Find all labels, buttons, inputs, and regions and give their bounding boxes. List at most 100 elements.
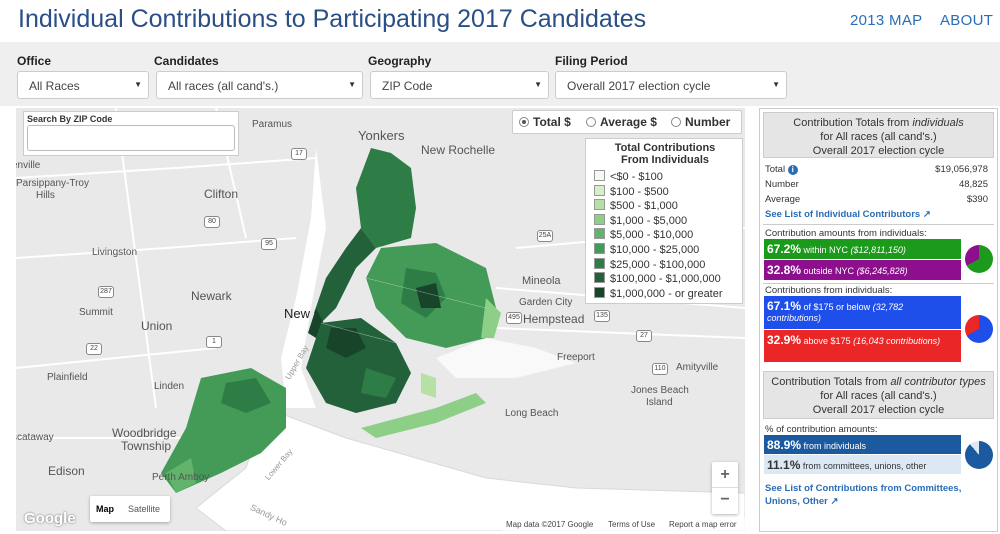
highway-shield: 1 bbox=[206, 336, 222, 348]
candidates-select[interactable]: All races (all cand's.) ▼ bbox=[156, 71, 363, 99]
legend-label: $500 - $1,000 bbox=[610, 200, 678, 213]
zoom-out-button[interactable]: − bbox=[720, 491, 730, 508]
geography-select[interactable]: ZIP Code ▼ bbox=[370, 71, 549, 99]
map-type-control: Map Satellite bbox=[90, 496, 170, 522]
map-attribution: Map data ©2017 Google Terms of Use Repor… bbox=[502, 518, 745, 531]
highway-shield: 17 bbox=[291, 148, 307, 160]
above-amount: (16,043 contributions) bbox=[853, 336, 941, 346]
legend-swatch bbox=[594, 228, 605, 240]
legend-swatch bbox=[594, 199, 605, 211]
radio-average[interactable]: Average $ bbox=[586, 115, 657, 129]
radio-number[interactable]: Number bbox=[671, 115, 730, 129]
average-label: Average bbox=[765, 194, 801, 205]
committees-link[interactable]: See List of Contributions from Committee… bbox=[765, 482, 990, 508]
legend-swatch bbox=[594, 243, 605, 254]
from-ind-text: from individuals bbox=[801, 441, 867, 451]
number-row: Number 48,825 bbox=[765, 179, 988, 192]
highway-shield: 95 bbox=[261, 238, 277, 250]
number-label: Number bbox=[765, 179, 799, 190]
highway-shield: 80 bbox=[204, 216, 220, 228]
legend-label: $5,000 - $10,000 bbox=[610, 229, 694, 242]
contributions-label: Contributions from individuals: bbox=[765, 285, 893, 296]
map-type-satellite-button[interactable]: Satellite bbox=[128, 504, 161, 514]
header: Individual Contributions to Participatin… bbox=[0, 0, 1000, 42]
above-text: above $175 bbox=[801, 336, 854, 346]
place-label: scataway bbox=[16, 432, 54, 443]
zip-search-box: Search By ZIP Code bbox=[23, 111, 239, 156]
report-error-link[interactable]: Report a map error bbox=[669, 520, 737, 529]
above-175-bar: 32.9% above $175 (16,043 contributions) bbox=[764, 330, 961, 362]
radio-selected-icon bbox=[519, 117, 529, 127]
place-label: Clifton bbox=[204, 187, 239, 201]
place-label: Summit bbox=[79, 307, 113, 318]
map-type-map-button[interactable]: Map bbox=[96, 504, 114, 514]
highway-shield: 22 bbox=[86, 343, 102, 355]
average-value: $390 bbox=[966, 194, 988, 205]
legend-item: $1,000 - $5,000 bbox=[594, 213, 688, 227]
legend-label: $1,000 - $5,000 bbox=[610, 214, 688, 227]
below-text: of $175 or below bbox=[801, 302, 873, 312]
legend-label: $100,000 - $1,000,000 bbox=[610, 273, 721, 286]
legend-label: $25,000 - $100,000 bbox=[610, 258, 706, 271]
place-label: Plainfield bbox=[47, 372, 88, 383]
individuals-header: Contribution Totals from individuals for… bbox=[763, 112, 994, 158]
header-line1: Contribution Totals from bbox=[771, 376, 891, 388]
place-label: Yonkers bbox=[358, 128, 405, 143]
terms-link[interactable]: Terms of Use bbox=[608, 520, 656, 529]
highway-shield: 25A bbox=[537, 230, 553, 242]
header-line3: Overall 2017 election cycle bbox=[812, 404, 945, 416]
office-select[interactable]: All Races ▼ bbox=[17, 71, 149, 99]
place-label: Perth Amboy bbox=[152, 472, 210, 483]
total-label: Total bbox=[765, 164, 786, 175]
place-label: Hills bbox=[36, 190, 55, 201]
zoom-control: + − bbox=[712, 462, 738, 514]
legend-item: $25,000 - $100,000 bbox=[594, 257, 706, 271]
highway-shield: 135 bbox=[594, 310, 610, 322]
external-link-icon: ↗ bbox=[830, 496, 839, 507]
all-types-header: Contribution Totals from all contributor… bbox=[763, 371, 994, 419]
stats-panel: Contribution Totals from individuals for… bbox=[759, 108, 998, 532]
chevron-down-icon: ▼ bbox=[348, 80, 356, 89]
number-value: 48,825 bbox=[958, 179, 988, 190]
size-pie-chart bbox=[965, 315, 993, 343]
zip-search-input[interactable] bbox=[27, 125, 235, 151]
zoom-in-button[interactable]: + bbox=[712, 462, 738, 488]
place-label: Township bbox=[121, 439, 172, 453]
place-label: Newark bbox=[191, 289, 232, 303]
average-row: Average $390 bbox=[765, 194, 988, 207]
place-label: Long Beach bbox=[505, 408, 559, 419]
legend-label: $1,000,000 - or greater bbox=[610, 287, 723, 300]
legend-swatch bbox=[594, 213, 605, 225]
legend-swatch bbox=[594, 286, 605, 298]
amounts-label: Contribution amounts from individuals: bbox=[765, 228, 927, 239]
individual-contributors-link-text: See List of Individual Contributors bbox=[765, 209, 921, 220]
info-icon[interactable]: i bbox=[787, 165, 798, 175]
above-pct: 32.9% bbox=[767, 333, 802, 347]
nav-about-link[interactable]: ABOUT bbox=[940, 12, 994, 29]
header-line1: Contribution Totals from bbox=[793, 117, 913, 129]
place-label: New bbox=[284, 306, 311, 321]
legend-swatch bbox=[594, 184, 605, 196]
from-com-pct: 11.1% bbox=[767, 458, 801, 472]
map-legend: Total Contributions From Individuals <$0… bbox=[585, 138, 743, 304]
legend-item: $100 - $500 bbox=[594, 184, 669, 198]
legend-swatch bbox=[594, 257, 605, 269]
place-label: Paramus bbox=[252, 119, 293, 130]
individual-contributors-link[interactable]: See List of Individual Contributors ↗ bbox=[765, 209, 931, 220]
nav-2013-map-link[interactable]: 2013 MAP bbox=[850, 12, 923, 29]
radio-total[interactable]: Total $ bbox=[519, 115, 571, 129]
legend-label: $100 - $500 bbox=[610, 185, 669, 198]
radio-average-label: Average $ bbox=[600, 115, 657, 129]
radio-icon bbox=[671, 117, 681, 127]
legend-label: <$0 - $100 bbox=[610, 171, 663, 183]
within-nyc-bar: 67.2% within NYC ($12,811,150) bbox=[764, 239, 961, 259]
period-select[interactable]: Overall 2017 election cycle ▼ bbox=[555, 71, 787, 99]
highway-shield: 495 bbox=[506, 312, 522, 324]
header-line1-em: individuals bbox=[912, 117, 964, 129]
outside-pct: 32.8% bbox=[767, 263, 802, 277]
source-pie-chart bbox=[965, 441, 993, 469]
header-line1-em: all contributor types bbox=[890, 376, 986, 388]
place-label: Mineola bbox=[522, 275, 561, 287]
